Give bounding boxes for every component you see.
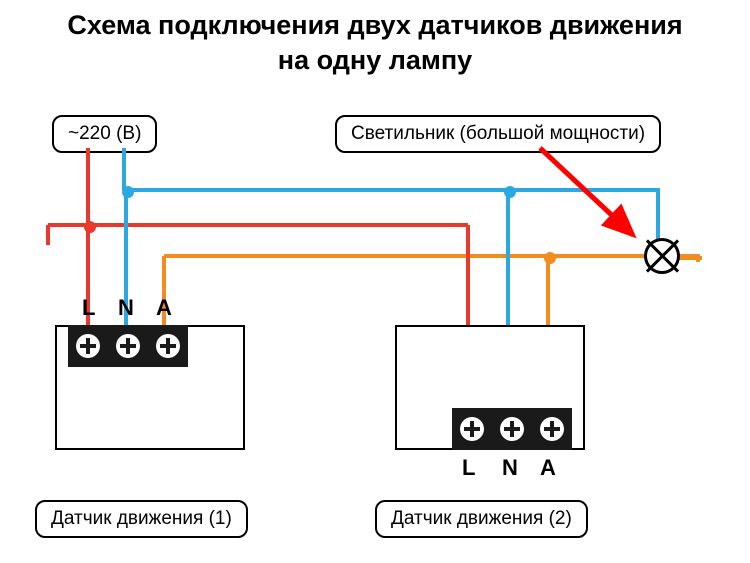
lamp-label-text: Светильник (большой мощности) [351,123,645,144]
sensor2-terminal-strip [452,408,572,450]
sensor2-term-L: L [462,455,475,481]
title-line-2: на одну лампу [278,45,472,75]
sensor2-label-text: Датчик движения (2) [391,508,572,529]
supply-label-text: ~220 (B) [68,123,141,144]
arrow-icon [0,0,750,563]
diagram-title: Схема подключения двух датчиков движения… [0,8,750,78]
sensor1-label: Датчик движения (1) [35,500,248,538]
wire-junction [84,221,96,233]
sensor1-terminal-strip [68,325,188,367]
wire-L_mid_h [48,223,468,227]
sensor2-term-A: A [540,455,556,481]
sensor1-term-A: A [156,295,172,321]
sensor1-label-text: Датчик движения (1) [51,508,232,529]
sensor2-label: Датчик движения (2) [375,500,588,538]
wire-junction [544,252,556,264]
wire-L_left_stub [46,225,50,245]
screw-icon [500,417,524,441]
wire-N_to_lamp_v [656,190,660,242]
sensor1-term-N: N [118,295,134,321]
screw-icon [116,334,140,358]
screw-icon [460,417,484,441]
wire-N_supply_down [122,148,126,190]
title-line-1: Схема подключения двух датчиков движения [67,10,682,40]
sensor2-term-N: N [502,455,518,481]
screw-icon [540,417,564,441]
wire-N_top_h [124,188,660,192]
lamp-label: Светильник (большой мощности) [335,115,661,153]
screw-icon [76,334,100,358]
wire-junction [122,186,134,198]
wire-L_supply_down [86,148,90,225]
supply-label: ~220 (B) [52,115,157,153]
sensor1-term-L: L [82,295,95,321]
wire-junction [504,186,516,198]
wire-A_mid_h [164,254,700,258]
wire-A_to_lamp_h [678,256,702,260]
lamp-icon [644,238,680,274]
screw-icon [156,334,180,358]
